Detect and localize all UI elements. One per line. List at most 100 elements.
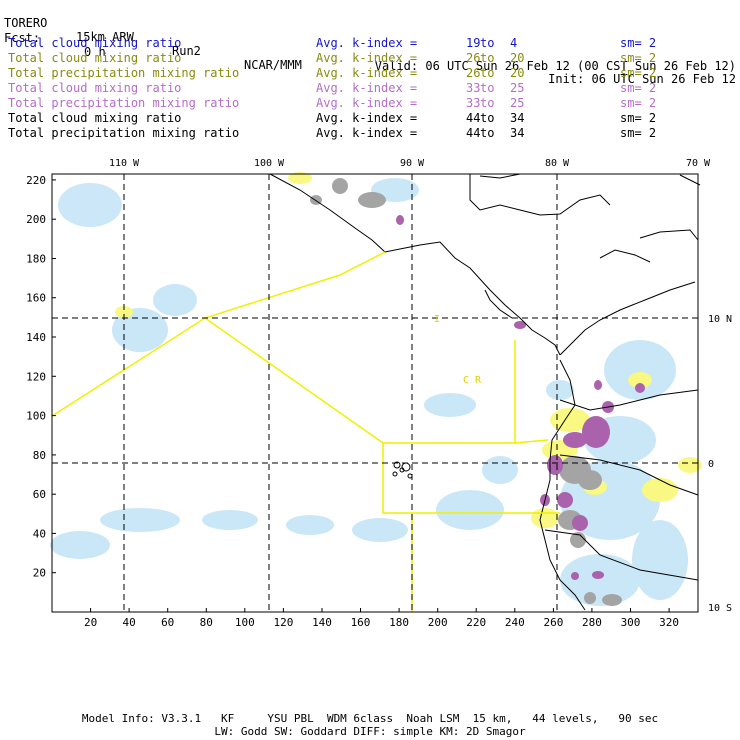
footer-physics-info: LW: Godd SW: Goddard DIFF: simple KM: 2D… xyxy=(214,725,526,738)
model-name: TORERO xyxy=(4,16,48,30)
y-tick-label: 120 xyxy=(26,370,46,383)
legend-avg-label: Avg. k-index = xyxy=(316,96,418,110)
y-tick-label: 220 xyxy=(26,174,46,187)
legend-from-value: 44 xyxy=(466,126,481,140)
legend-field-name: Total cloud mixing ratio xyxy=(8,81,182,95)
legend-field-name: Total precipitation mixing ratio xyxy=(8,66,240,80)
legend-smoothing: sm= 2 xyxy=(620,111,657,125)
lon-label-100w: 100 W xyxy=(254,158,285,169)
y-tick-label: 200 xyxy=(26,213,46,226)
x-tick-label: 40 xyxy=(122,616,135,629)
y-tick-label: 20 xyxy=(33,567,46,580)
x-tick-label: 20 xyxy=(84,616,97,629)
forecast-label: Fcst: xyxy=(4,31,41,45)
y-tick-group: 220 200 180 160 140 120 100 80 60 40 20 xyxy=(26,174,56,580)
legend-to-word: to xyxy=(480,81,495,95)
legend-smoothing: sm= 2 xyxy=(620,126,657,140)
y-tick-label: 80 xyxy=(33,449,46,462)
legend-to-word: to xyxy=(480,36,495,50)
legend-to-word: to xyxy=(480,96,495,110)
zone-label-cr: C R xyxy=(463,375,482,386)
x-tick-label: 260 xyxy=(543,616,563,629)
forecast-value: 0 h xyxy=(84,45,106,59)
legend-avg-label: Avg. k-index = xyxy=(316,66,418,80)
x-tick-label: 140 xyxy=(312,616,332,629)
zone-boundary-layer xyxy=(51,251,560,612)
legend-to-value: 34 xyxy=(510,126,525,140)
coastline-layer xyxy=(269,173,701,611)
legend-field-name: Total cloud mixing ratio xyxy=(8,36,182,50)
lon-label-70w: 70 W xyxy=(686,158,711,169)
legend-smoothing: sm= 2 xyxy=(620,36,657,50)
legend-from-value: 26 xyxy=(466,51,481,65)
x-tick-group: 20 40 60 80 100 120 140 160 180 200 220 240 260 280 30… xyxy=(84,608,679,629)
legend-avg-label: Avg. k-index = xyxy=(316,126,418,140)
x-tick-label: 120 xyxy=(273,616,293,629)
legend-to-word: to xyxy=(480,111,495,125)
legend-to-word: to xyxy=(480,66,495,80)
model-run: Run2 xyxy=(172,44,201,58)
legend-smoothing: sm= 2 xyxy=(620,81,657,95)
legend-avg-label: Avg. k-index = xyxy=(316,81,418,95)
x-tick-label: 200 xyxy=(428,616,448,629)
init-time: Init: 06 UTC Sun 26 Feb 12 xyxy=(548,72,736,86)
legend-smoothing: sm= 2 xyxy=(620,96,657,110)
legend-to-word: to xyxy=(480,51,495,65)
legend-avg-label: Avg. k-index = xyxy=(316,51,418,65)
y-tick-label: 140 xyxy=(26,331,46,344)
legend-to-value: 4 xyxy=(510,36,518,50)
lon-label-80w: 80 W xyxy=(545,158,570,169)
legend-from-value: 44 xyxy=(466,111,481,125)
legend-field-name: Total cloud mixing ratio xyxy=(8,51,182,65)
legend-avg-label: Avg. k-index = xyxy=(316,36,418,50)
x-tick-label: 280 xyxy=(582,616,602,629)
legend-from-value: 33 xyxy=(466,96,481,110)
legend-row: Total cloud mixing ratio Avg. k-index = 19… xyxy=(8,36,732,50)
legend-from-value: 19 xyxy=(466,36,481,50)
legend-row: Total precipitation mixing ratio Avg. k-i… xyxy=(8,96,732,110)
y-tick-label: 40 xyxy=(33,527,46,540)
x-tick-label: 80 xyxy=(200,616,213,629)
lon-label-110w: 110 W xyxy=(109,158,140,169)
graticule-layer xyxy=(52,174,698,612)
zone-label-i: I xyxy=(434,314,440,325)
legend-row: Total cloud mixing ratio Avg. k-index = 33… xyxy=(8,81,732,95)
y-tick-label: 60 xyxy=(33,488,46,501)
footer-model-info: Model Info: V3.3.1 KF YSU PBL WDM 6class… xyxy=(81,712,659,725)
lat-label-0: 0 xyxy=(708,459,714,470)
x-tick-label: 240 xyxy=(505,616,525,629)
legend-row: Total precipitation mixing ratio Avg. k-i… xyxy=(8,126,732,140)
x-tick-label: 180 xyxy=(389,616,409,629)
legend-to-word: to xyxy=(480,126,495,140)
legend-field-name: Total cloud mixing ratio xyxy=(8,111,182,125)
lat-label-10n: 10 N xyxy=(708,314,732,325)
legend-from-value: 26 xyxy=(466,66,481,80)
legend-to-value: 20 xyxy=(510,66,525,80)
map-frame xyxy=(51,173,699,613)
legend-smoothing: sm= 2 xyxy=(620,66,657,80)
legend-row: Total cloud mixing ratio Avg. k-index = 26… xyxy=(8,51,732,65)
legend-avg-label: Avg. k-index = xyxy=(316,111,418,125)
x-tick-label: 100 xyxy=(235,616,255,629)
x-tick-label: 320 xyxy=(659,616,679,629)
legend-from-value: 33 xyxy=(466,81,481,95)
legend-to-value: 25 xyxy=(510,96,525,110)
lat-label-10s: 10 S xyxy=(708,603,732,614)
x-tick-label: 300 xyxy=(621,616,641,629)
lon-label-90w: 90 W xyxy=(400,158,425,169)
legend-to-value: 34 xyxy=(510,111,525,125)
y-tick-label: 180 xyxy=(26,253,46,266)
y-tick-label: 100 xyxy=(26,410,46,423)
legend-smoothing: sm= 2 xyxy=(620,51,657,65)
legend-field-name: Total precipitation mixing ratio xyxy=(8,96,240,110)
x-tick-label: 220 xyxy=(466,616,486,629)
model-resolution: 15km ARW xyxy=(76,30,134,44)
valid-time: Valid: 06 UTC Sun 26 Feb 12 (00 CST Sun … xyxy=(374,59,736,73)
x-tick-label: 160 xyxy=(351,616,371,629)
legend-row: Total cloud mixing ratio Avg. k-index = 44… xyxy=(8,111,732,125)
model-org: NCAR/MMM xyxy=(244,58,302,72)
header-line-2: Fcst: 0 h Valid: 06 UTC Sun 26 Feb 12 (0… xyxy=(4,17,736,73)
cloud-field-layer xyxy=(50,172,702,606)
legend-row: Total precipitation mixing ratio Avg. k-i… xyxy=(8,66,732,80)
